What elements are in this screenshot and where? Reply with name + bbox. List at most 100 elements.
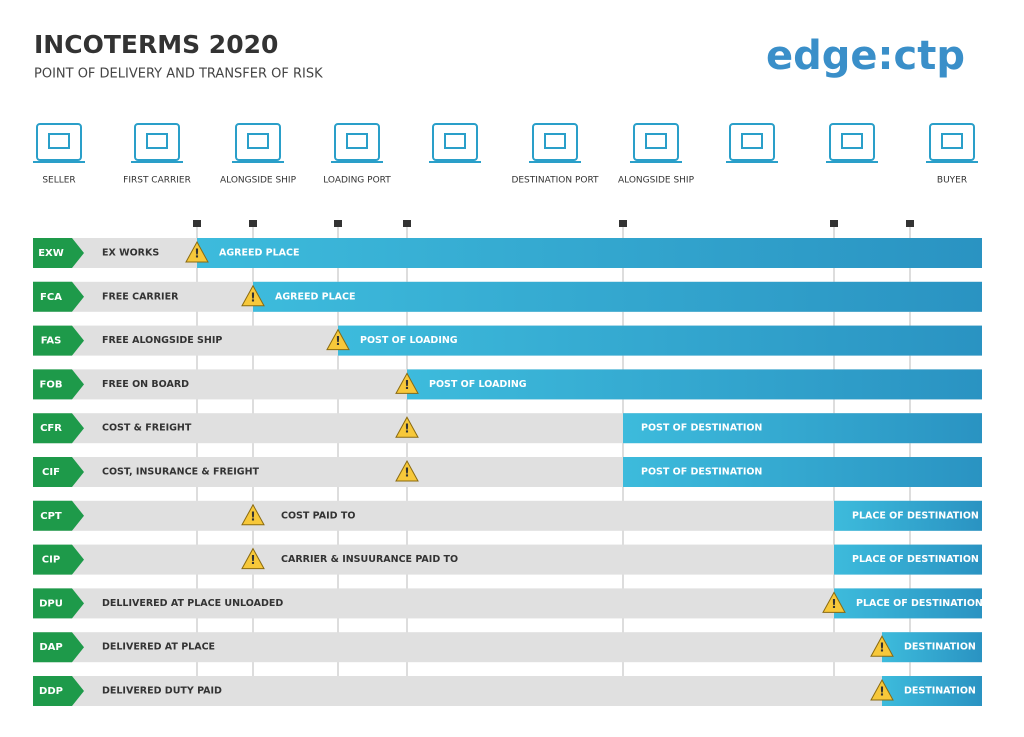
- row-name: DELIVERED DUTY PAID: [102, 686, 222, 697]
- icon-detail: [346, 133, 368, 149]
- row-label: AGREED PLACE: [275, 291, 355, 302]
- row-bg: [33, 632, 982, 663]
- stage-icon: [331, 123, 383, 163]
- stage-icon: [926, 123, 978, 163]
- row-label: DESTINATION: [904, 686, 976, 697]
- row-label: PLACE OF DESTINATION: [852, 554, 979, 565]
- code-badge: [33, 676, 84, 706]
- warning-icon: [185, 240, 209, 263]
- guide-marker: [619, 220, 627, 227]
- stage-icon: [232, 123, 284, 163]
- warning-icon: [395, 459, 419, 482]
- code-badge: [33, 369, 84, 400]
- code-badge: [33, 632, 84, 663]
- code-badge: [33, 500, 84, 531]
- title: INCOTERMS 2020: [34, 30, 278, 59]
- icon-shape: [633, 123, 679, 161]
- stage-icon: [630, 123, 682, 163]
- logo: edge:ctp: [766, 33, 965, 79]
- code: DPU: [39, 598, 63, 609]
- code-badge: [33, 281, 84, 312]
- stage-label: ALONGSIDE SHIP: [220, 176, 297, 186]
- code: DAP: [39, 642, 62, 653]
- icon-shape: [36, 123, 82, 161]
- row-label: DESTINATION: [904, 642, 976, 653]
- icon-detail: [146, 133, 168, 149]
- warning-icon: [241, 503, 265, 526]
- row-name: DELIVERED AT PLACE: [102, 642, 215, 653]
- row-label: PLACE OF DESTINATION: [856, 598, 983, 609]
- row-name: DELLIVERED AT PLACE UNLOADED: [102, 598, 283, 609]
- row-name: FREE CARRIER: [102, 291, 179, 302]
- row-bg: [33, 500, 982, 531]
- stage-label: BUYER: [937, 176, 967, 186]
- icon-detail: [247, 133, 269, 149]
- row-risk-bar: [834, 588, 982, 619]
- stage-icon: [826, 123, 878, 163]
- row-risk-bar: [623, 413, 982, 444]
- stage-icon: [726, 123, 778, 163]
- row-risk-bar: [834, 544, 982, 575]
- icon-shape: [334, 123, 380, 161]
- row-name: COST PAID TO: [281, 510, 355, 521]
- warning-icon: [326, 328, 350, 351]
- code: EXW: [38, 248, 64, 259]
- row-risk-bar: [882, 632, 982, 663]
- guide-marker: [249, 220, 257, 227]
- guide-marker: [830, 220, 838, 227]
- icon-detail: [841, 133, 863, 149]
- stage-label: SELLER: [42, 176, 75, 186]
- icon-shape: [829, 123, 875, 161]
- code-badge: [33, 588, 84, 619]
- warning-mark: !: [404, 466, 409, 480]
- warning-icon: [395, 416, 419, 438]
- icon-detail: [48, 133, 70, 149]
- row-risk-bar: [253, 281, 982, 312]
- row-risk-bar: [197, 238, 982, 268]
- stage-icon: [529, 123, 581, 163]
- warning-icon: [241, 547, 265, 570]
- code: CIP: [42, 555, 60, 566]
- guide-marker: [334, 220, 342, 227]
- row-bg: [33, 544, 982, 575]
- code: CFR: [40, 423, 62, 434]
- row-label: PLACE OF DESTINATION: [852, 510, 979, 521]
- row-bg: [33, 588, 982, 619]
- stage-label: ALONGSIDE SHIP: [618, 176, 695, 186]
- row-label: POST OF LOADING: [360, 335, 458, 346]
- row-label: POST OF LOADING: [429, 379, 527, 390]
- icon-shape: [929, 123, 975, 161]
- warning-mark: !: [250, 290, 255, 304]
- code: FAS: [41, 336, 62, 347]
- warning-icon: [870, 678, 894, 701]
- code: CPT: [40, 511, 62, 522]
- code-badge: [33, 413, 84, 444]
- row-name: EX WORKS: [102, 248, 159, 259]
- icon-detail: [444, 133, 466, 149]
- row-risk-bar: [623, 457, 982, 487]
- row-name: COST, INSURANCE & FREIGHT: [102, 467, 260, 478]
- stage-label: FIRST CARRIER: [123, 176, 191, 186]
- stage-label: DESTINATION PORT: [511, 176, 599, 186]
- code-badge: [33, 457, 84, 487]
- icon-shape: [729, 123, 775, 161]
- row-label: POST OF DESTINATION: [641, 423, 762, 434]
- warning-icon: [870, 635, 894, 657]
- warning-mark: !: [879, 685, 884, 699]
- row-risk-bar: [338, 325, 982, 356]
- warning-mark: !: [404, 422, 409, 436]
- warning-mark: !: [879, 641, 884, 655]
- warning-mark: !: [831, 597, 836, 611]
- warning-mark: !: [335, 334, 340, 348]
- row-risk-bar: [882, 676, 982, 706]
- code: DDP: [39, 686, 63, 697]
- guide-marker: [906, 220, 914, 227]
- warning-mark: !: [250, 553, 255, 567]
- warning-icon: [241, 284, 265, 307]
- row-name: CARRIER & INSUURANCE PAID TO: [281, 554, 458, 565]
- warning-icon: [822, 591, 846, 613]
- stage-icon: [429, 123, 481, 163]
- icon-detail: [941, 133, 963, 149]
